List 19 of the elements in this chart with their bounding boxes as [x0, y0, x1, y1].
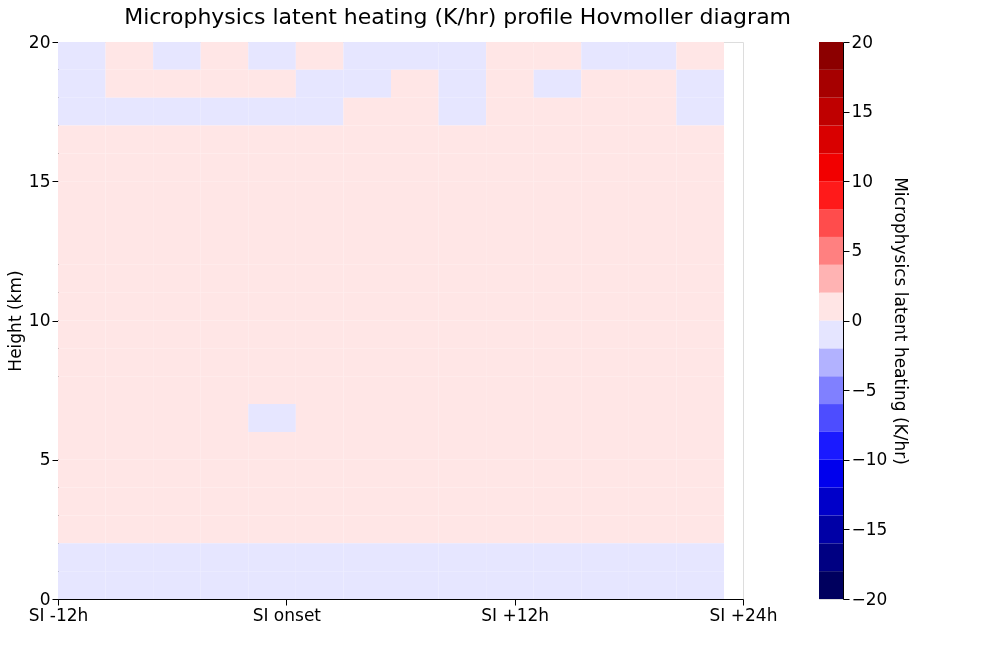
color-bar-label: −10	[851, 449, 888, 470]
color-bar-label: 0	[851, 310, 863, 330]
color-bar-label: −5	[851, 379, 877, 400]
x-tick-label: SI onset	[252, 604, 322, 625]
y-tick-label: 15	[28, 170, 51, 191]
chart-title: Microphysics latent heating (K/hr) profile Hovmoller diagram	[124, 3, 792, 29]
color-bar-label: 20	[851, 31, 874, 52]
color-bar-label: 10	[851, 170, 874, 191]
x-tick-label: SI +24h	[709, 604, 778, 625]
y-tick-label: 10	[28, 310, 51, 330]
x-tick-label: SI +12h	[481, 604, 550, 625]
color-bar-label: 15	[851, 101, 874, 122]
color-bar-label: −15	[851, 518, 888, 539]
y-axis-title: Height (km)	[4, 270, 25, 372]
color-bar-title: Microphysics latent heating (K/hr)	[891, 177, 912, 465]
color-bar-label: −20	[851, 588, 888, 609]
color-bar-label: 5	[851, 240, 863, 261]
y-tick-label: 5	[39, 449, 51, 470]
y-tick-label: 20	[28, 31, 51, 52]
